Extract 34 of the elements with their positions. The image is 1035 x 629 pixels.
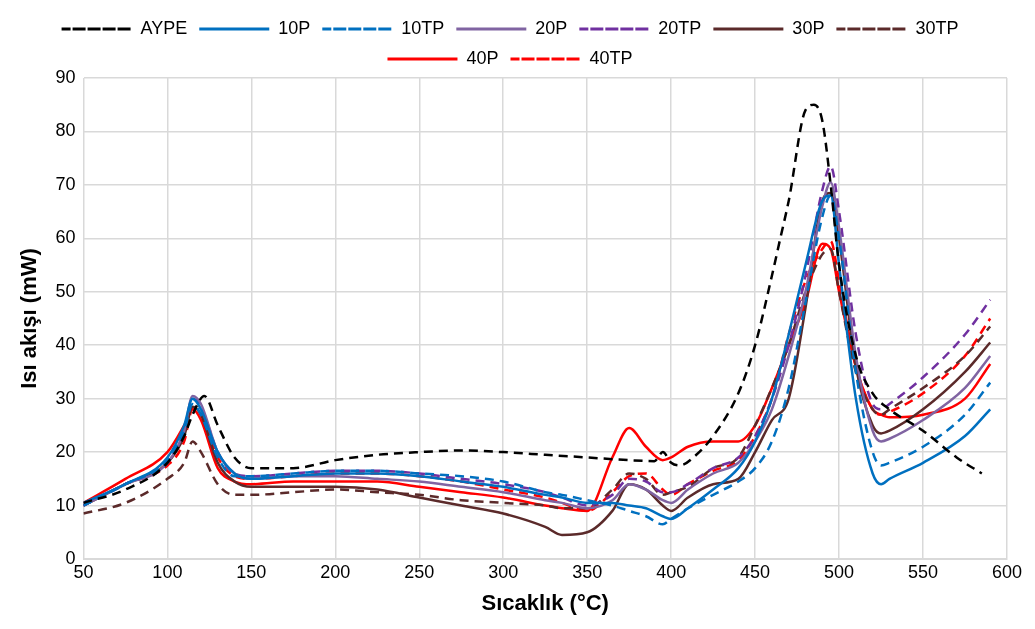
- x-tick-label: 400: [656, 561, 687, 582]
- x-tick-label: 550: [908, 561, 939, 582]
- legend-label: 30TP: [915, 17, 959, 38]
- legend-label: 10P: [278, 17, 311, 38]
- y-tick-label: 10: [55, 494, 76, 515]
- x-tick-label: 500: [824, 561, 855, 582]
- y-tick-label: 60: [55, 227, 76, 248]
- x-tick-label: 300: [488, 561, 519, 582]
- x-axis-title: Sıcaklık (°C): [481, 589, 609, 615]
- legend-label: 40P: [466, 47, 499, 68]
- y-tick-label: 20: [55, 441, 76, 462]
- legend-label: 20TP: [658, 17, 702, 38]
- y-tick-label: 50: [55, 280, 76, 301]
- y-tick-label: 80: [55, 120, 76, 141]
- x-tick-label: 150: [236, 561, 267, 582]
- legend-label: 30P: [792, 17, 825, 38]
- x-tick-label: 250: [404, 561, 435, 582]
- x-tick-label: 50: [73, 561, 94, 582]
- x-tick-label: 450: [740, 561, 771, 582]
- y-tick-label: 40: [55, 334, 76, 355]
- legend-label: 20P: [535, 17, 568, 38]
- y-axis-title: Isı akışı (mW): [16, 248, 42, 389]
- x-tick-label: 200: [320, 561, 351, 582]
- x-tick-label: 350: [572, 561, 603, 582]
- legend-label: 40TP: [589, 47, 633, 68]
- legend-label: AYPE: [140, 17, 188, 38]
- x-tick-label: 600: [991, 561, 1023, 582]
- y-tick-label: 70: [55, 173, 76, 194]
- y-tick-label: 0: [65, 547, 76, 568]
- line-series: [83, 103, 984, 505]
- legend-label: 10TP: [401, 17, 445, 38]
- y-tick-label: 30: [55, 387, 76, 408]
- x-tick-label: 100: [152, 561, 183, 582]
- y-tick-label: 90: [55, 66, 76, 87]
